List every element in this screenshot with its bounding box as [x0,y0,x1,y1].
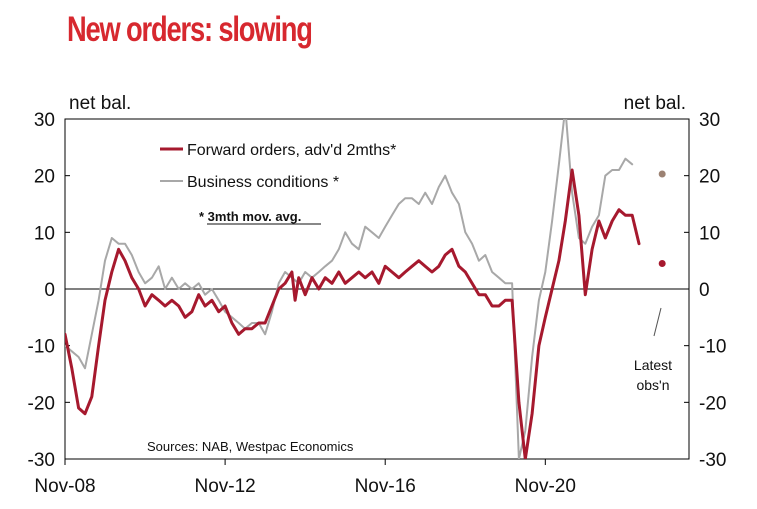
y-tick-label-left: 10 [34,223,55,244]
latest-label-line1: Latest [634,357,672,373]
right-axis-label: net bal. [624,93,686,114]
source-note: Sources: NAB, Westpac Economics [147,439,354,454]
y-tick-label-left: 30 [34,110,55,131]
y-tick-label-left: 20 [34,167,55,188]
legend-label-business-conditions: Business conditions * [187,174,339,191]
latest-label-line2: obs'n [636,377,669,393]
y-tick-label-left: -10 [28,337,55,358]
left-axis-label: net bal. [69,93,131,114]
legend-label-forward-orders: Forward orders, adv'd 2mths* [187,142,396,159]
latest-dot-forward-orders [658,260,666,267]
axis-ticks: 30 30 20 20 10 10 0 0 -10 -10 -20 -20 -30 -30 Nov-08 No… [28,110,727,497]
y-tick-label-right: 20 [699,167,720,188]
y-tick-label-right: -20 [699,393,726,414]
latest-dot-business-conditions [658,170,666,178]
x-tick-label: Nov-20 [515,476,576,497]
series-line-business-conditions [65,119,634,459]
y-tick-label-right: 10 [699,223,720,244]
y-tick-label-right: -10 [699,337,726,358]
series-lines [65,119,641,459]
latest-pointer [653,307,662,337]
latest-observation-dots [658,170,666,267]
y-tick-label-right: -30 [699,450,726,471]
y-tick-label-right: 30 [699,110,720,131]
chart-title: New orders: slowing [67,10,313,49]
x-tick-label: Nov-08 [34,476,95,497]
y-tick-label-left: 0 [44,280,55,301]
y-tick-label-left: -20 [28,393,55,414]
x-tick-label: Nov-12 [194,476,255,497]
y-tick-label-right: 0 [699,280,710,301]
y-tick-label-left: -30 [28,450,55,471]
legend: Forward orders, adv'd 2mths* Business co… [160,142,396,191]
series-line-forward-orders [65,168,641,459]
x-tick-label: Nov-16 [355,476,416,497]
footnote: * 3mth mov. avg. [199,209,301,224]
